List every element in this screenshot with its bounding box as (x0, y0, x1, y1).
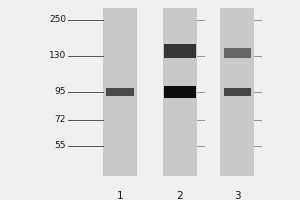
Bar (164, 45, 196, 58)
Bar (163, 8, 197, 176)
Bar (106, 88, 134, 96)
Text: 130: 130 (49, 51, 66, 60)
Text: 1: 1 (117, 191, 123, 200)
Text: 2: 2 (177, 191, 183, 200)
Text: 250: 250 (49, 16, 66, 24)
Text: 95: 95 (55, 88, 66, 97)
Text: 72: 72 (55, 116, 66, 124)
Bar (224, 88, 250, 96)
Text: 55: 55 (55, 142, 66, 150)
Bar (220, 8, 254, 176)
Bar (103, 8, 137, 176)
Bar (164, 86, 196, 98)
Text: 3: 3 (234, 191, 240, 200)
Bar (224, 48, 250, 58)
